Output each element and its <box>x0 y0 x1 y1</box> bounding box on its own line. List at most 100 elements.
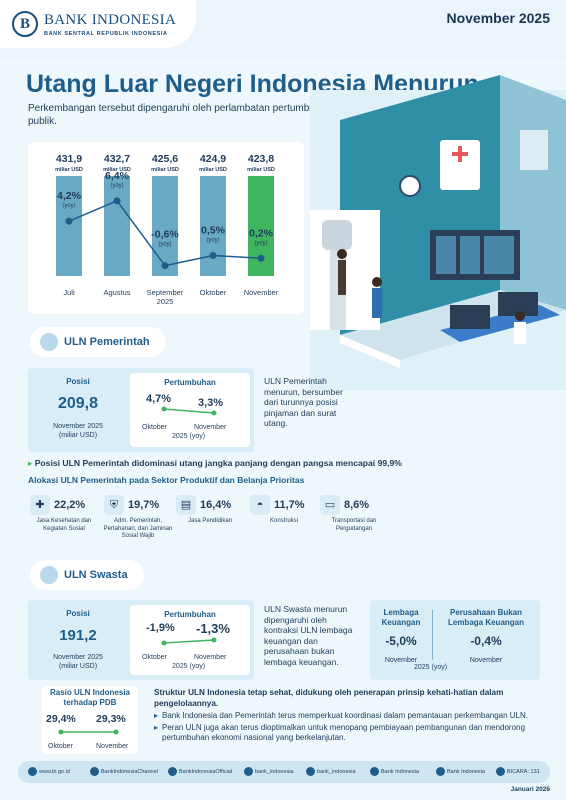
bar-value-label: 425,6 <box>152 153 178 165</box>
growth-prev: 4,7% <box>146 393 172 405</box>
alloc-label: Konstruksi <box>269 518 298 524</box>
link-label: BICARA: 131 <box>507 768 540 775</box>
prev-label: Oktober <box>142 424 167 431</box>
growth-label: Pertumbuhan <box>164 610 216 619</box>
rasio-prev: 29,4% <box>46 713 76 725</box>
footer-link-linkedin[interactable]: Bank Indonesia <box>436 767 485 776</box>
growth-point <box>209 251 217 259</box>
link-label: www.bi.go.id <box>39 768 70 775</box>
growth-point <box>65 217 73 225</box>
growth-point <box>257 254 265 262</box>
pemerintah-desc: ULN Pemerintah menurun, bersumber dari t… <box>264 376 343 428</box>
truck-icon: ▭ <box>320 495 340 515</box>
bank-logo-icon: B <box>12 11 38 37</box>
footer-link-phone[interactable]: BICARA: 131 <box>496 767 540 776</box>
growth-point <box>113 197 121 205</box>
pblk-segment: Perusahaan Bukan Lembaga Keuangan -0,4% … <box>436 608 536 665</box>
footer-link-facebook[interactable]: BankIndonesiaOfficial <box>168 767 232 776</box>
footer-link-web[interactable]: www.bi.go.id <box>28 767 70 776</box>
bar-unit-label: miliar USD <box>151 167 179 173</box>
highlight-text: Posisi ULN Pemerintah didominasi utang j… <box>34 458 402 468</box>
org-name: BANK INDONESIA <box>44 12 177 28</box>
org-subtitle: BANK SENTRAL REPUBLIK INDONESIA <box>44 31 168 37</box>
bar-unit-label: miliar USD <box>55 167 83 173</box>
growth-unit-label: (yoy) <box>206 237 219 243</box>
phone-icon <box>496 767 505 776</box>
growth-label: Pertumbuhan <box>164 378 216 387</box>
growth-unit-label: (yoy) <box>254 240 267 246</box>
growth-trend-line <box>161 406 217 416</box>
uln-chart-card: 431,9 miliar USD Juli 432,7 miliar USD Agustu… <box>28 142 304 314</box>
now-label: November <box>194 654 227 661</box>
chart-bar <box>104 176 130 276</box>
growth-prev: -1,9% <box>146 622 175 634</box>
uln-chart: 431,9 miliar USD Juli 432,7 miliar USD Agustu… <box>55 153 279 306</box>
pemerintah-posisi: Posisi 209,8 November 2025 (miliar USD) <box>30 377 126 440</box>
rasio-now: 29,3% <box>96 713 126 725</box>
pblk-label: Perusahaan Bukan Lembaga Keuangan <box>447 608 524 627</box>
rasio-trend-line <box>58 729 119 735</box>
globe-icon <box>28 767 37 776</box>
growth-trend-line <box>161 637 217 646</box>
swasta-desc: ULN Swasta menurun dipengaruhi oleh kont… <box>264 604 353 667</box>
swasta-posisi: Posisi 191,2 November 2025 (miliar USD) <box>30 609 126 671</box>
bar-unit-label: miliar USD <box>199 167 227 173</box>
link-label: BankIndonesiaChannel <box>101 768 158 775</box>
pemerintah-growth-card: Pertumbuhan 4,7% 3,3% Oktober November 2… <box>130 373 250 447</box>
bullet-icon: ▸ <box>154 711 159 720</box>
segment-divider <box>432 610 433 660</box>
growth-point <box>161 262 169 270</box>
rasio-title: Rasio ULN Indonesia terhadap PDB <box>49 688 130 707</box>
alloc-label: Jasa Kesehatan dan Kegiatan Sosial <box>36 518 92 532</box>
tiktok-icon <box>370 767 379 776</box>
pemerintah-highlight: ▸ Posisi ULN Pemerintah didominasi utang… <box>28 458 402 469</box>
swasta-segment-panel <box>370 600 540 680</box>
header: B BANK INDONESIA BANK SENTRAL REPUBLIK I… <box>0 0 566 58</box>
posisi-value: 191,2 <box>59 627 97 644</box>
lk-label: Lembaga Keuangan <box>381 608 421 627</box>
uln-pemerintah-pill: ULN Pemerintah <box>30 327 166 357</box>
prev-label: Oktober <box>142 654 167 661</box>
logo[interactable]: B BANK INDONESIA BANK SENTRAL REPUBLIK I… <box>0 0 196 48</box>
bar-unit-label: miliar USD <box>247 167 275 173</box>
growth-value-label: 0,5% <box>201 224 226 236</box>
period-label: November 2025 <box>446 10 550 26</box>
year-label: 2025 (yoy) <box>172 433 206 440</box>
building-icon <box>40 566 58 584</box>
alloc-title: Alokasi ULN Pemerintah pada Sektor Produ… <box>28 475 305 485</box>
publish-date: Januari 2026 <box>510 786 550 793</box>
footer: www.bi.go.id BankIndonesiaChannel BankIn… <box>18 761 550 783</box>
struktur-bullet: ▸ Peran ULN juga akan terus dioptimalkan… <box>154 723 546 743</box>
alloc-label: Adm. Pemerintah, Pertahanan, dan Jaminan… <box>103 518 173 539</box>
footer-link-instagram[interactable]: bank_indonesia <box>306 767 356 776</box>
lk-month: November <box>384 657 418 664</box>
facebook-icon <box>168 767 177 776</box>
x-tick-label: September <box>147 288 184 297</box>
growth-value-label: -0,6% <box>151 229 179 241</box>
posisi-value: 209,8 <box>57 395 99 412</box>
growth-value-label: 4,2% <box>57 190 82 202</box>
x-tick-label: November <box>244 288 279 297</box>
posisi-label: Posisi <box>66 377 90 386</box>
footer-link-tiktok[interactable]: Bank Indonesia <box>370 767 419 776</box>
bullet-icon: ▸ <box>28 458 35 468</box>
chart-bar <box>200 176 226 276</box>
chart-bar <box>152 176 178 276</box>
footer-link-x[interactable]: bank_indonesia <box>244 767 294 776</box>
pblk-value: -0,4% <box>470 634 502 648</box>
link-label: BankIndonesiaOfficial <box>179 768 233 775</box>
rasio-now-label: November <box>96 743 129 750</box>
growth-unit-label: (yoy) <box>158 242 171 248</box>
pblk-month: November <box>469 657 503 664</box>
year-label: 2025 (yoy) <box>172 663 206 670</box>
pill-label: ULN Pemerintah <box>64 336 150 348</box>
link-label: bank_indonesia <box>255 768 294 775</box>
footer-link-youtube[interactable]: BankIndonesiaChannel <box>90 767 158 776</box>
segment-year: 2025 (yoy) <box>414 664 448 671</box>
bar-value-label: 432,7 <box>104 153 130 165</box>
x-tick-label: Oktober <box>200 288 227 297</box>
link-label: Bank Indonesia <box>381 768 419 775</box>
hospital-illustration-icon <box>310 75 566 390</box>
growth-value-label: 0,2% <box>249 227 274 239</box>
lk-value: -5,0% <box>385 634 417 648</box>
